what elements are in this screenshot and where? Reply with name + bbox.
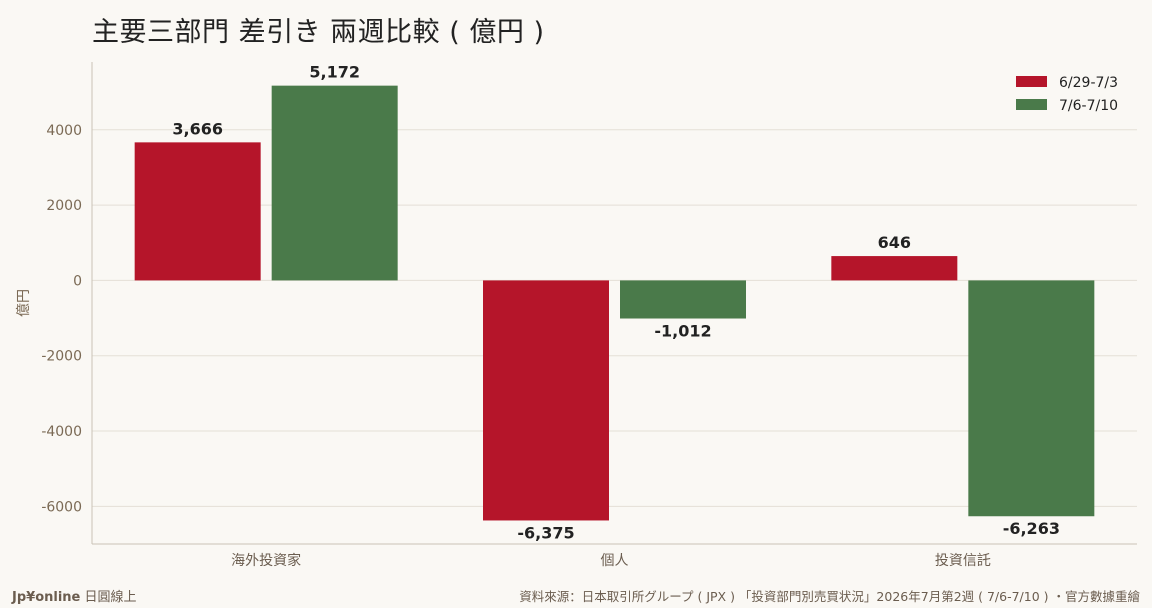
y-tick-label: -4000 <box>41 424 82 440</box>
legend-label: 6/29-7/3 <box>1059 75 1118 91</box>
bars <box>134 85 1095 521</box>
data-label: -1,012 <box>654 322 711 341</box>
bar-2-2 <box>620 280 746 319</box>
legend-label: 7/6-7/10 <box>1059 98 1118 114</box>
x-category-label: 個人 <box>601 553 629 569</box>
data-label: -6,263 <box>1003 519 1060 538</box>
brand-name: Jp¥online <box>12 590 81 605</box>
data-label: 5,172 <box>309 63 360 82</box>
data-label: -6,375 <box>517 523 574 542</box>
data-label: 3,666 <box>172 119 223 138</box>
bar-1-1 <box>134 142 261 281</box>
legend[interactable]: 6/29-7/3 7/6-7/10 <box>1016 75 1118 114</box>
y-tick-label: 4000 <box>46 123 82 139</box>
x-category-label: 投資信託 <box>935 553 991 569</box>
grid-lines <box>92 129 1137 507</box>
y-tick-label: -6000 <box>41 499 82 515</box>
legend-swatch <box>1016 99 1047 110</box>
bar-2-1 <box>271 85 398 281</box>
bar-1-2 <box>483 280 609 521</box>
labels: 3,666 5,172 -6,375 -1,012 646 -6,263 <box>172 63 1060 543</box>
y-tick-label: 0 <box>73 273 82 289</box>
y-tick-label: 2000 <box>46 198 82 214</box>
legend-swatch <box>1016 76 1047 87</box>
brand-suffix: 日圓線上 <box>84 590 137 605</box>
bar-1-3 <box>831 256 958 281</box>
y-tick-label: -2000 <box>41 349 82 365</box>
data-label: 646 <box>878 233 911 252</box>
x-category-label: 海外投資家 <box>231 552 301 569</box>
footer-brand: Jp¥online 日圓線上 <box>12 586 137 605</box>
bar-2-3 <box>968 280 1095 517</box>
chart-title: 主要三部門 差引き 兩週比較 ( 億円 ) <box>92 17 545 48</box>
footer-source: 資料來源：日本取引所グループ ( JPX ) 「投資部門別売買状況」2026年7… <box>519 589 1140 604</box>
y-axis-label: 億円 <box>16 289 32 317</box>
